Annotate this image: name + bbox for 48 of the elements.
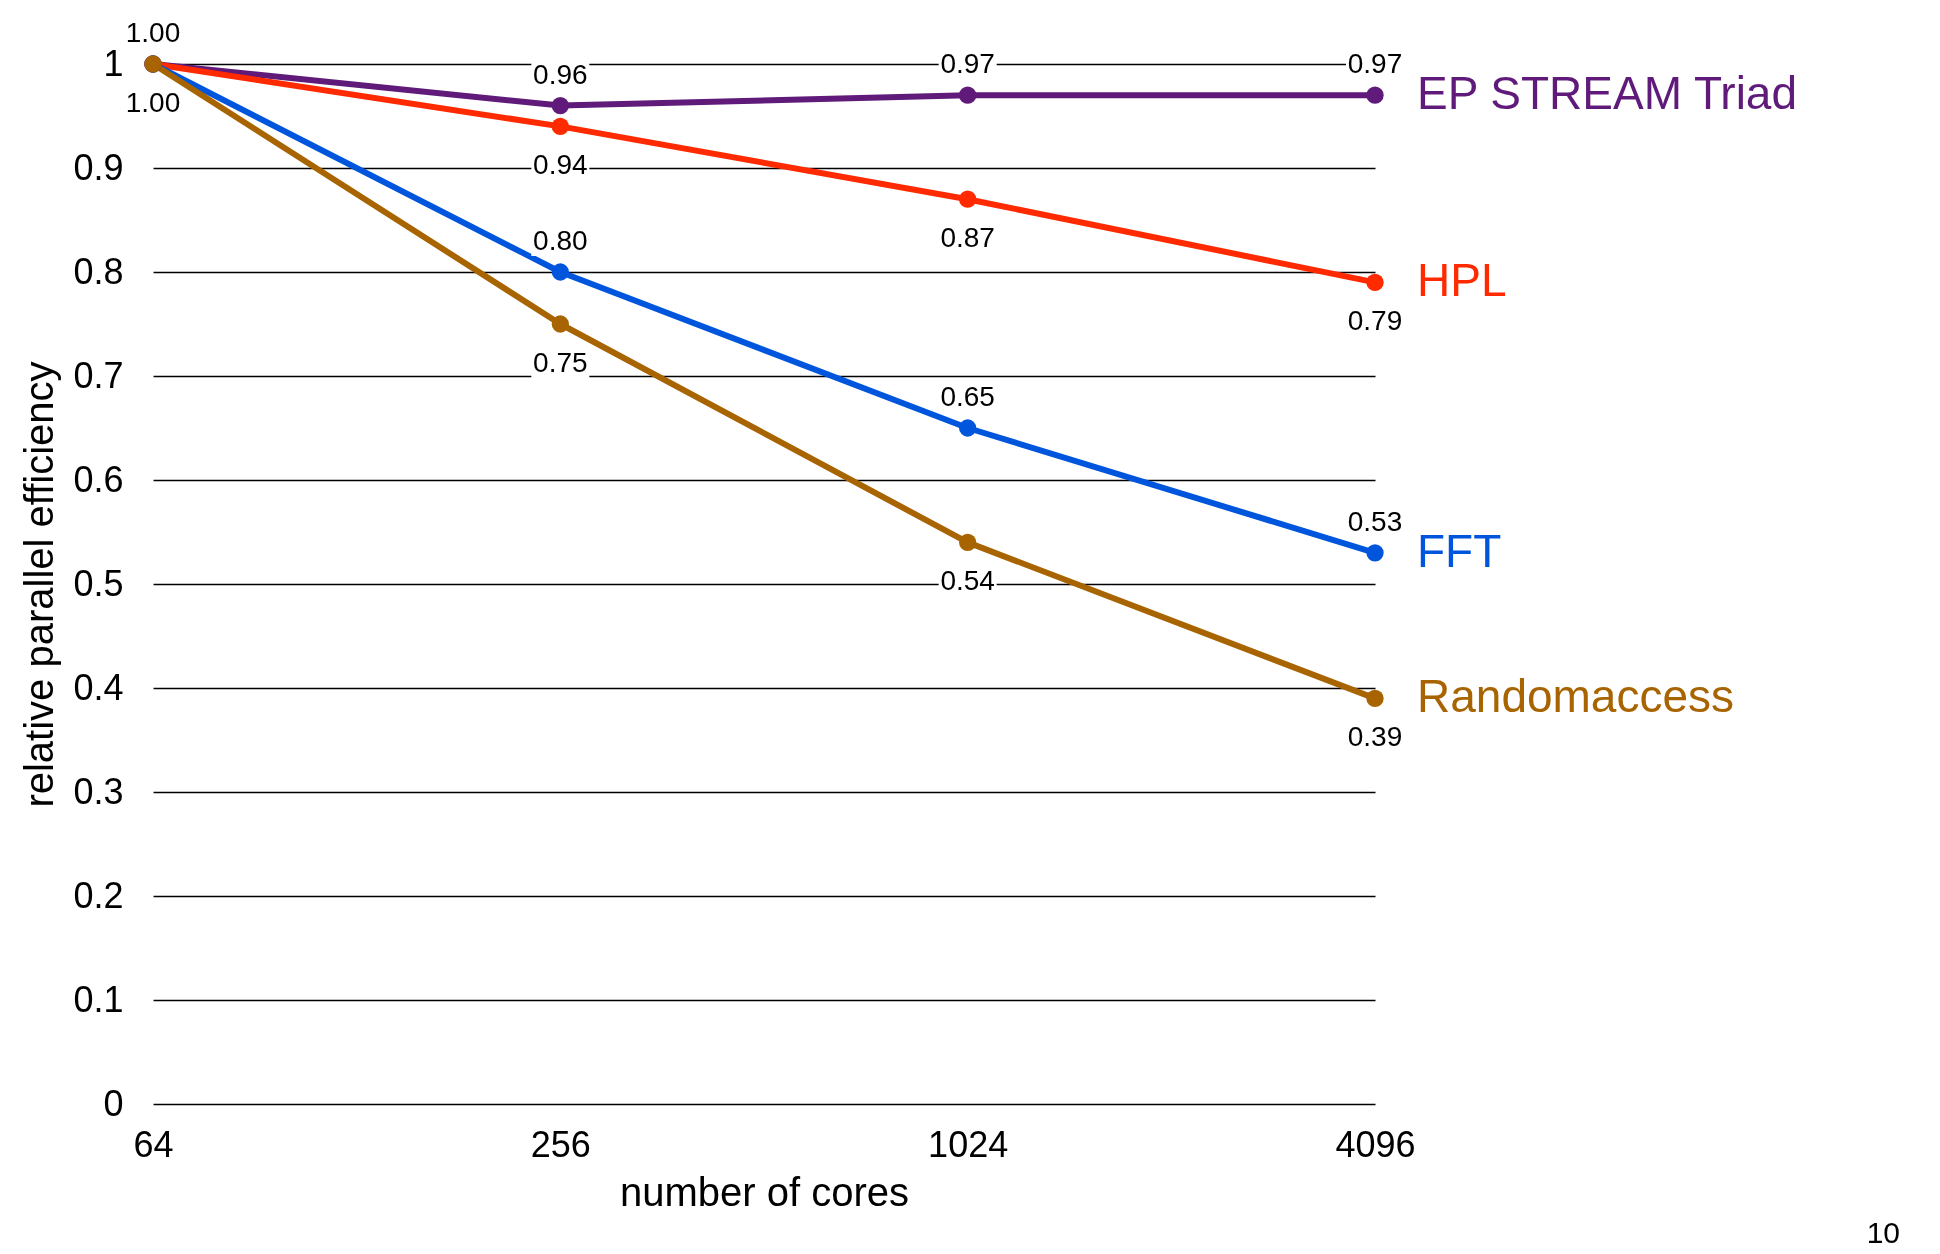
data-label: 0.87 bbox=[940, 222, 995, 254]
y-tick-label: 0 bbox=[103, 1082, 124, 1124]
y-tick-label: 0.5 bbox=[73, 562, 124, 604]
point bbox=[551, 117, 569, 136]
data-label: 1.00 bbox=[125, 87, 181, 118]
point bbox=[959, 419, 977, 437]
point bbox=[1366, 689, 1384, 708]
point bbox=[551, 315, 569, 333]
y-tick-label: 0.3 bbox=[73, 770, 124, 812]
point bbox=[959, 190, 977, 208]
data-label: 0.94 bbox=[533, 149, 588, 181]
point bbox=[959, 533, 977, 552]
point bbox=[1366, 86, 1384, 104]
series-label: Randomaccess bbox=[1417, 670, 1735, 723]
data-label: 1.00 bbox=[125, 17, 181, 48]
x-tick-label: 4096 bbox=[1335, 1123, 1416, 1165]
x-tick-label: 64 bbox=[133, 1123, 174, 1165]
y-tick-label: 0.7 bbox=[73, 354, 124, 396]
data-label: 0.39 bbox=[1347, 721, 1403, 753]
point bbox=[1366, 544, 1384, 562]
data-label: 0.96 bbox=[533, 58, 588, 90]
x-tick-label: 256 bbox=[530, 1123, 591, 1165]
point bbox=[959, 86, 977, 104]
point bbox=[1366, 273, 1384, 292]
y-tick-label: 0.4 bbox=[73, 666, 124, 708]
text: 10 bbox=[1866, 1216, 1900, 1250]
series-label: EP STREAM Triad bbox=[1417, 67, 1798, 120]
point bbox=[551, 263, 569, 281]
series-label: HPL bbox=[1417, 254, 1507, 307]
data-label: 0.97 bbox=[1347, 48, 1403, 80]
data-label: 0.79 bbox=[1347, 305, 1403, 337]
y-tick-label: 0.6 bbox=[73, 458, 124, 500]
series-label: FFT bbox=[1417, 524, 1502, 577]
x-tick-label: 1024 bbox=[928, 1123, 1009, 1165]
y-tick-label: 1 bbox=[103, 42, 124, 84]
y-axis-title: relative parallel efficiency bbox=[17, 361, 62, 808]
y-tick-label: 0.1 bbox=[73, 978, 124, 1020]
data-label: 0.75 bbox=[533, 347, 588, 378]
data-label: 0.54 bbox=[940, 565, 995, 597]
point bbox=[551, 96, 569, 115]
data-label: 0.80 bbox=[533, 225, 588, 256]
y-tick-label: 0.9 bbox=[73, 146, 124, 188]
data-label: 0.53 bbox=[1347, 505, 1403, 537]
data-label: 0.97 bbox=[940, 48, 995, 80]
y-tick-label: 0.8 bbox=[73, 250, 124, 292]
y-tick-label: 0.2 bbox=[73, 874, 124, 916]
x-axis-title: number of cores bbox=[619, 1169, 910, 1214]
data-label: 0.65 bbox=[940, 381, 995, 412]
